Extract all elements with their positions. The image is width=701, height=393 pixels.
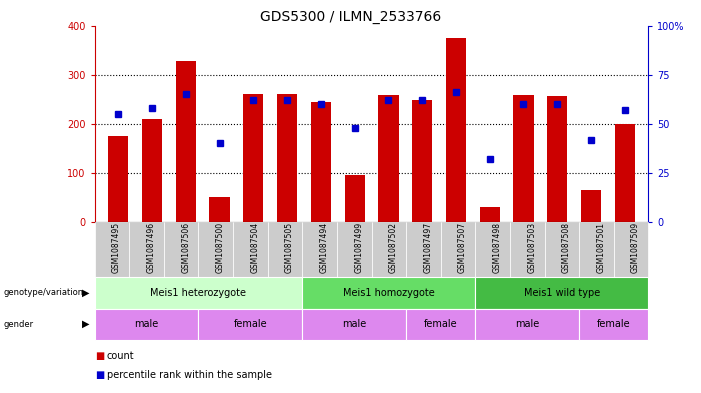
Bar	[311, 102, 331, 222]
Text: GSM1087505: GSM1087505	[285, 222, 294, 273]
Bar	[513, 95, 533, 222]
Text: female: female	[424, 319, 458, 329]
Bar	[344, 175, 365, 222]
Text: GSM1087506: GSM1087506	[181, 222, 190, 273]
Text: gender: gender	[4, 320, 34, 329]
Text: GSM1087500: GSM1087500	[216, 222, 225, 273]
Text: female: female	[597, 319, 631, 329]
Text: Meis1 wild type: Meis1 wild type	[524, 288, 600, 298]
Bar	[243, 94, 264, 222]
Bar	[479, 207, 500, 222]
Text: GSM1087498: GSM1087498	[493, 222, 502, 273]
Bar	[446, 38, 466, 222]
Text: ▶: ▶	[82, 288, 89, 298]
Text: GSM1087502: GSM1087502	[389, 222, 398, 273]
Text: GSM1087494: GSM1087494	[320, 222, 329, 273]
Bar	[176, 61, 196, 222]
Text: GSM1087497: GSM1087497	[423, 222, 433, 273]
Bar	[379, 95, 399, 222]
Text: genotype/variation: genotype/variation	[4, 288, 83, 297]
Bar	[277, 94, 297, 222]
Bar	[615, 124, 635, 222]
Text: percentile rank within the sample: percentile rank within the sample	[107, 370, 271, 380]
Text: GSM1087501: GSM1087501	[597, 222, 606, 273]
Text: Meis1 heterozygote: Meis1 heterozygote	[151, 288, 247, 298]
Bar	[547, 96, 567, 222]
Text: Meis1 homozygote: Meis1 homozygote	[343, 288, 435, 298]
Text: GSM1087495: GSM1087495	[112, 222, 121, 273]
Bar	[581, 190, 601, 222]
Text: GSM1087499: GSM1087499	[354, 222, 363, 273]
Text: female: female	[233, 319, 267, 329]
Text: ▶: ▶	[82, 319, 89, 329]
Text: GSM1087503: GSM1087503	[527, 222, 536, 273]
Text: GSM1087509: GSM1087509	[631, 222, 640, 273]
Bar	[142, 119, 162, 222]
Text: male: male	[342, 319, 367, 329]
Text: GSM1087508: GSM1087508	[562, 222, 571, 273]
Bar	[108, 136, 128, 222]
Text: count: count	[107, 351, 134, 361]
Text: GSM1087507: GSM1087507	[458, 222, 467, 273]
Text: ■: ■	[95, 370, 104, 380]
Bar	[210, 197, 230, 222]
Text: GSM1087504: GSM1087504	[250, 222, 259, 273]
Text: male: male	[515, 319, 539, 329]
Bar	[412, 100, 433, 222]
Text: GDS5300 / ILMN_2533766: GDS5300 / ILMN_2533766	[260, 10, 441, 24]
Text: ■: ■	[95, 351, 104, 361]
Text: male: male	[135, 319, 158, 329]
Text: GSM1087496: GSM1087496	[147, 222, 156, 273]
